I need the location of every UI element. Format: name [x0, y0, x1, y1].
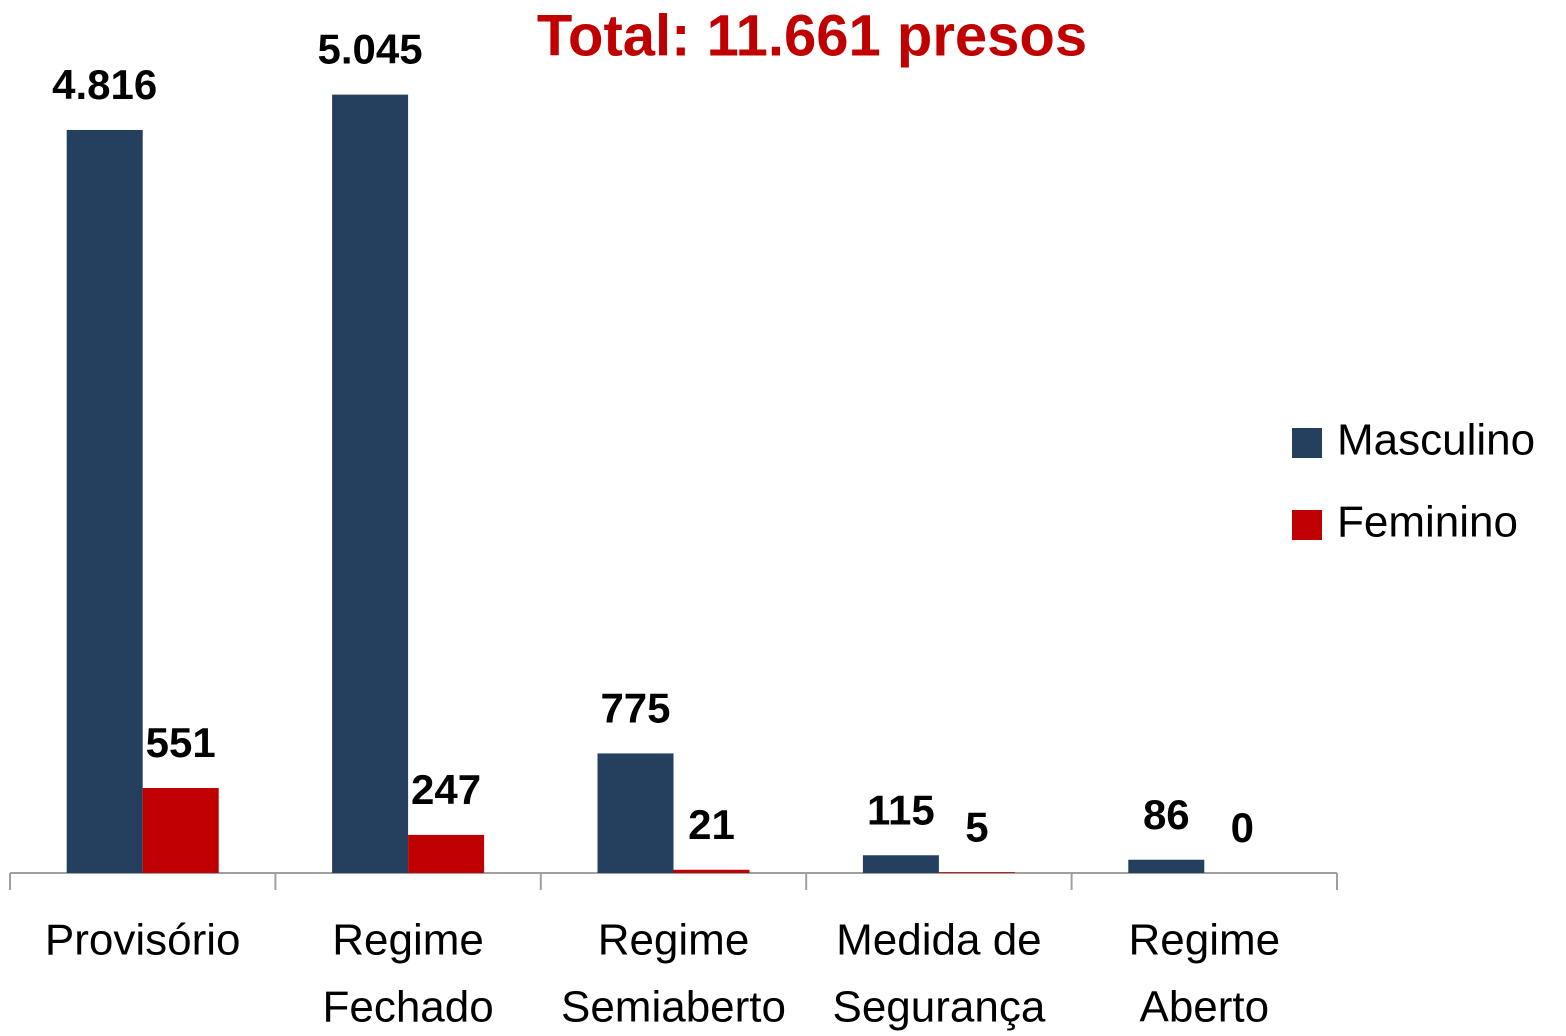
x-tick-label: Segurança: [832, 983, 1045, 1032]
bar: [408, 834, 485, 873]
legend-swatch: [1292, 428, 1322, 458]
bar: [673, 869, 750, 873]
x-tick-label: Regime: [598, 916, 750, 965]
data-label: 4.816: [52, 61, 157, 108]
x-tick-label: Regime: [1128, 916, 1280, 965]
data-label: 551: [146, 719, 216, 766]
data-label: 0: [1231, 804, 1254, 851]
data-label: 5.045: [318, 26, 423, 73]
legend-label: Masculino: [1337, 416, 1535, 465]
bar: [1128, 859, 1205, 873]
bar: [66, 129, 143, 873]
x-tick-label: Fechado: [322, 983, 493, 1032]
x-tick-label: Medida de: [836, 916, 1041, 965]
data-label: 775: [600, 685, 670, 732]
bar: [142, 787, 219, 873]
x-tick-label: Regime: [332, 916, 484, 965]
data-label: 86: [1143, 791, 1190, 838]
x-tick-label: Aberto: [1139, 983, 1269, 1032]
x-tick-label: Provisório: [45, 916, 241, 965]
bar: [938, 872, 1015, 873]
bar: [862, 855, 939, 873]
x-tick-label: Semiaberto: [561, 983, 786, 1032]
legend-label: Feminino: [1337, 498, 1518, 547]
legend-swatch: [1292, 510, 1322, 540]
data-label: 5: [965, 803, 988, 850]
chart-title: Total: 11.661 presos: [537, 3, 1087, 68]
bar: [332, 94, 409, 874]
bar: [597, 753, 674, 873]
data-label: 247: [411, 766, 481, 813]
data-label: 115: [867, 786, 935, 833]
data-label: 21: [688, 801, 735, 848]
